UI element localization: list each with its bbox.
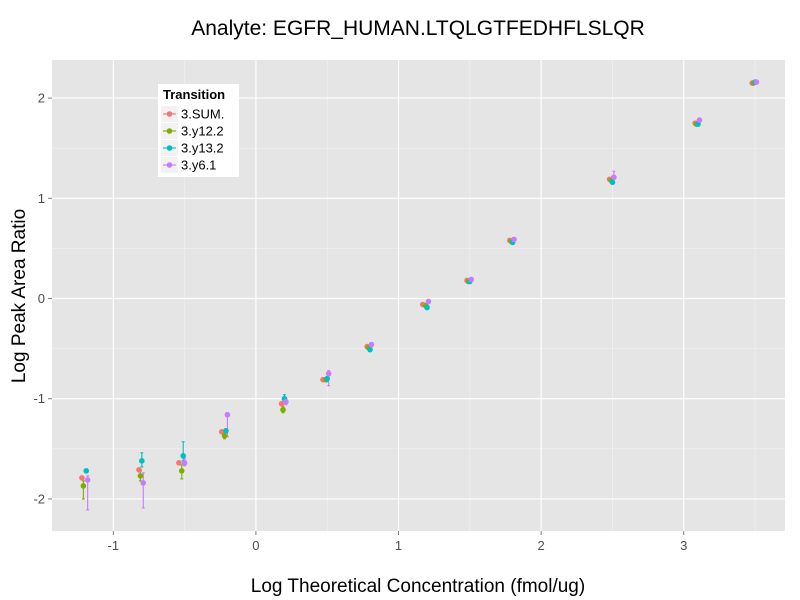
data-point bbox=[325, 370, 332, 377]
y-tick-label: -1 bbox=[33, 391, 45, 406]
data-point bbox=[280, 406, 286, 413]
data-point bbox=[468, 276, 475, 283]
x-tick-label: 0 bbox=[252, 538, 259, 553]
grid-lines bbox=[52, 60, 785, 531]
y-tick-label: 1 bbox=[38, 191, 45, 206]
legend-key-point bbox=[166, 162, 173, 168]
data-point bbox=[511, 236, 517, 243]
data-point bbox=[80, 483, 87, 489]
data-point bbox=[753, 79, 760, 85]
data-point bbox=[696, 117, 703, 123]
data-point bbox=[84, 477, 91, 483]
data-points bbox=[79, 79, 760, 489]
data-point bbox=[611, 174, 617, 181]
data-point bbox=[181, 460, 188, 466]
data-point bbox=[218, 428, 225, 435]
y-tick-label: 2 bbox=[38, 91, 45, 106]
legend-title: Transition bbox=[163, 87, 225, 102]
data-point bbox=[221, 432, 228, 439]
data-point bbox=[324, 375, 331, 382]
legend-items: 3.SUM. 3.y12.2 3.y13.2 3.y6.1 bbox=[161, 106, 224, 173]
chart-title: Analyte: EGFR_HUMAN.LTQLGTFEDHFLSLQR bbox=[191, 17, 645, 40]
data-point bbox=[224, 411, 231, 418]
data-point bbox=[180, 453, 186, 459]
legend-label: 3.SUM. bbox=[181, 107, 224, 122]
data-point bbox=[278, 400, 285, 407]
y-axis-title: Log Peak Area Ratio bbox=[9, 209, 30, 383]
y-tick-label: -2 bbox=[33, 491, 45, 506]
legend: Transition 3.SUM. 3.y12.2 3.y13.2 3.y6.1 bbox=[158, 84, 239, 177]
axis-ticks: -1 0 1 2 3 -2 -1 0 1 2 bbox=[33, 91, 687, 553]
x-tick-label: 2 bbox=[538, 538, 545, 553]
data-point bbox=[609, 179, 616, 186]
legend-label: 3.y12.2 bbox=[181, 124, 224, 139]
data-point bbox=[425, 298, 432, 305]
x-tick-label: 3 bbox=[680, 538, 687, 553]
data-point bbox=[139, 458, 145, 464]
x-axis-title: Log Theoretical Concentration (fmol/ug) bbox=[251, 576, 585, 597]
legend-key-point bbox=[166, 111, 173, 117]
x-tick-label: 1 bbox=[395, 538, 402, 553]
data-point bbox=[140, 480, 147, 486]
legend-label: 3.y13.2 bbox=[181, 141, 224, 156]
data-point bbox=[424, 304, 430, 311]
y-tick-label: 0 bbox=[38, 291, 45, 306]
data-point bbox=[137, 473, 144, 479]
data-point bbox=[367, 346, 373, 353]
data-point bbox=[178, 468, 185, 474]
data-point bbox=[176, 460, 182, 466]
data-point bbox=[79, 475, 85, 481]
data-point bbox=[368, 341, 375, 348]
data-point bbox=[83, 468, 90, 474]
legend-label: 3.y6.1 bbox=[181, 158, 216, 173]
data-point bbox=[283, 398, 289, 405]
legend-key-point bbox=[166, 128, 173, 134]
data-point bbox=[136, 467, 142, 473]
legend-key-point bbox=[166, 145, 173, 151]
data-point bbox=[223, 427, 229, 434]
x-tick-label: -1 bbox=[108, 538, 120, 553]
